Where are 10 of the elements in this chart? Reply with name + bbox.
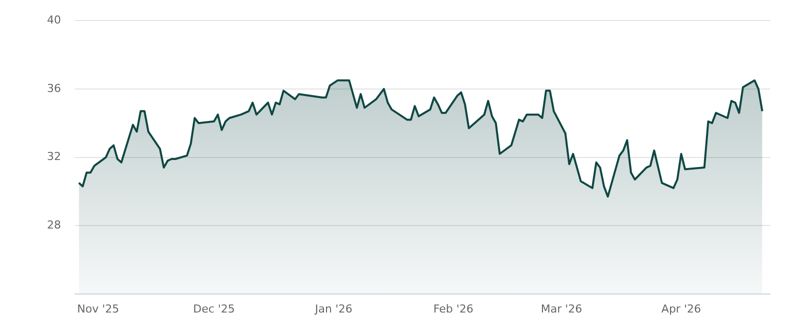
y-tick-label: 32 bbox=[47, 150, 61, 164]
x-tick-label: Jan '26 bbox=[314, 302, 352, 316]
y-tick-label: 28 bbox=[47, 218, 61, 232]
x-tick-label: Nov '25 bbox=[77, 302, 120, 316]
x-tick-label: Feb '26 bbox=[433, 302, 474, 316]
y-tick-label: 40 bbox=[47, 13, 61, 26]
x-tick-label: Apr '26 bbox=[661, 302, 701, 316]
x-tick-label: Dec '25 bbox=[193, 302, 235, 316]
x-tick-label: Mar '26 bbox=[540, 302, 582, 316]
y-tick-label: 36 bbox=[47, 82, 61, 95]
